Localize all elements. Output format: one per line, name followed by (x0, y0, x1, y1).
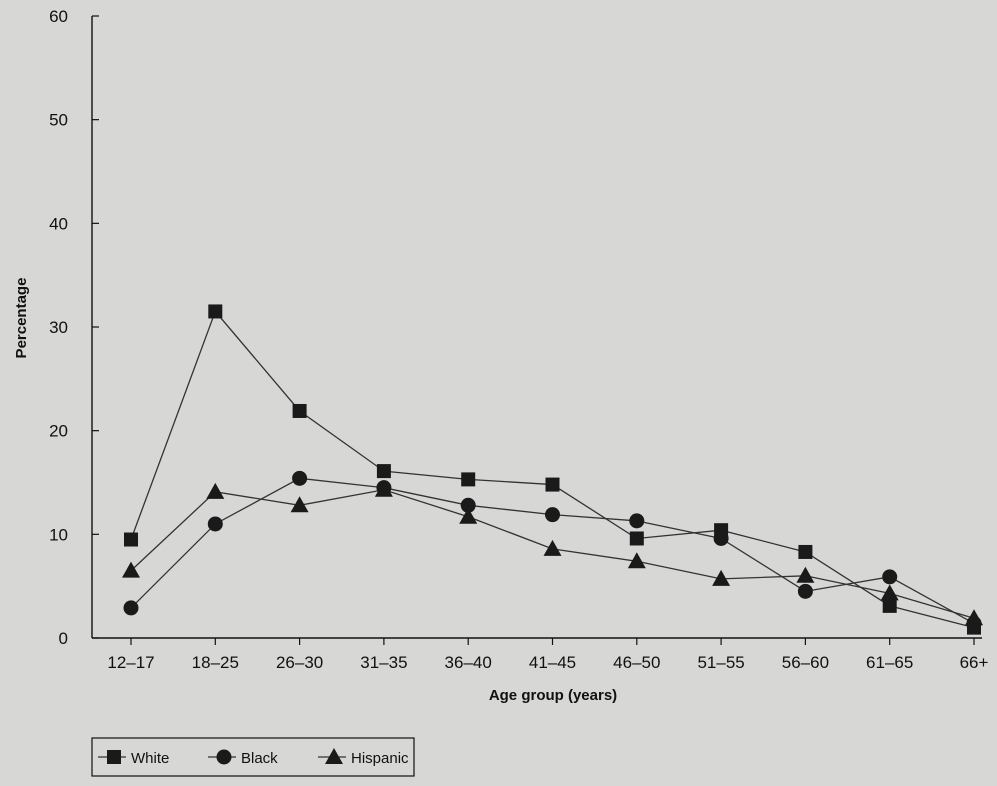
data-point-white (461, 472, 476, 487)
series-line-white (130, 310, 975, 629)
legend-marker-hispanic (325, 748, 343, 764)
legend-item-white: White (98, 750, 169, 767)
x-tick-label: 46–50 (613, 653, 660, 672)
axes: 0 10 20 30 40 50 60 12–17 18–25 26–30 31–35 36–40 41… (49, 7, 988, 672)
data-point-white (292, 403, 307, 418)
data-point-white (208, 304, 223, 319)
series-lines (130, 310, 975, 629)
legend-item-hispanic: Hispanic (318, 748, 409, 767)
data-point-black (629, 513, 645, 529)
data-point-hispanic (796, 566, 815, 583)
data-point-hispanic (712, 569, 731, 586)
y-tick-label: 10 (49, 525, 68, 544)
data-point-black (207, 516, 223, 532)
data-point-hispanic (543, 539, 562, 556)
data-point-hispanic (880, 584, 899, 601)
x-tick-label: 18–25 (192, 653, 239, 672)
data-point-black (123, 600, 139, 616)
x-tick-label: 51–55 (697, 653, 744, 672)
data-point-black (460, 497, 476, 513)
legend-marker-black (216, 749, 232, 765)
legend-label-hispanic: Hispanic (351, 750, 409, 767)
x-tick-label: 31–35 (360, 653, 407, 672)
x-tick-label: 26–30 (276, 653, 323, 672)
y-tick-label: 30 (49, 318, 68, 337)
data-point-hispanic (459, 507, 478, 524)
x-tick-label: 66+ (960, 653, 989, 672)
data-point-white (629, 531, 644, 546)
x-tick-label: 36–40 (445, 653, 492, 672)
series-markers (122, 304, 983, 635)
y-tick-label: 60 (49, 7, 68, 26)
legend-box (91, 737, 415, 777)
legend-label-black: Black (241, 750, 278, 767)
data-point-black (545, 507, 560, 523)
data-point-white (882, 598, 897, 613)
data-point-white (798, 544, 813, 559)
legend-label-white: White (131, 750, 169, 767)
data-point-black (713, 530, 729, 546)
data-point-white (545, 477, 560, 492)
legend-item-black: Black (208, 749, 278, 767)
data-point-hispanic (290, 496, 309, 513)
y-tick-label: 0 (59, 629, 68, 648)
legend: White Black Hispanic (91, 737, 415, 777)
data-point-white (124, 532, 138, 547)
x-tick-label: 12–17 (107, 653, 154, 672)
data-point-hispanic (965, 609, 983, 626)
x-axis-title: Age group (years) (489, 687, 617, 704)
y-tick-label: 20 (49, 422, 68, 441)
data-point-hispanic (627, 552, 646, 569)
data-point-hispanic (374, 480, 393, 497)
data-point-hispanic (122, 561, 140, 578)
data-point-black (797, 583, 813, 599)
data-point-black (292, 470, 308, 486)
y-tick-label: 40 (49, 214, 68, 233)
y-axis-title: Percentage (13, 278, 30, 359)
x-tick-label: 61–65 (866, 653, 913, 672)
x-tick-label: 56–60 (782, 653, 829, 672)
data-point-black (882, 569, 898, 585)
y-tick-label: 50 (49, 111, 68, 130)
legend-marker-white (107, 750, 121, 764)
data-point-white (376, 464, 391, 479)
data-point-hispanic (206, 482, 225, 499)
x-tick-label: 41–45 (529, 653, 576, 672)
